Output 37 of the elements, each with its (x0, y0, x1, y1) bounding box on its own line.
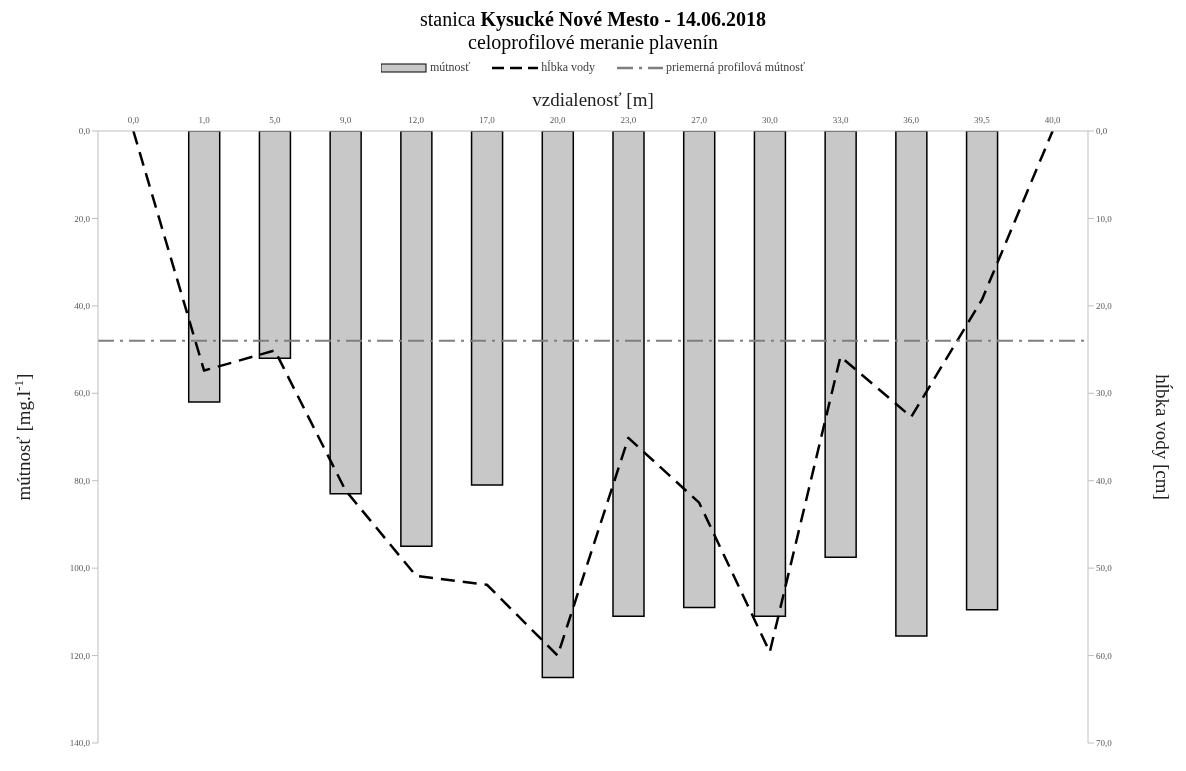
y-tick-label: 0,0 (78, 126, 91, 137)
y2-axis-title: hĺbka vody [cm] (1152, 374, 1174, 500)
chart-subtitle: celoprofilové meranie plavenín (467, 31, 719, 54)
y-tick-label: 120,0 (69, 650, 91, 661)
y2-tick-label: 60,0 (1096, 650, 1113, 661)
y-tick-label: 140,0 (69, 738, 91, 749)
x-tick-label: 1,0 (198, 115, 211, 125)
y-tick-label: 80,0 (74, 475, 91, 486)
y2-tick-label: 70,0 (1096, 738, 1113, 749)
x-tick-label: 9,0 (339, 115, 352, 125)
y-tick-label: 100,0 (69, 563, 91, 574)
chart-title: stanica Kysucké Nové Mesto - 14.06.2018 (419, 8, 767, 30)
x-tick-label: 40,0 (1044, 115, 1062, 125)
y2-tick-label: 30,0 (1096, 388, 1113, 399)
y-tick-label: 20,0 (74, 213, 91, 224)
x-tick-label: 20,0 (549, 115, 567, 125)
x-tick-label: 0,0 (127, 115, 140, 125)
x-tick-label: 5,0 (269, 115, 281, 125)
y2-tick-label: 0,0 (1096, 126, 1108, 137)
y-tick-label: 60,0 (74, 388, 91, 399)
y2-tick-label: 20,0 (1096, 301, 1113, 312)
x-tick-label: 23,0 (620, 115, 637, 125)
x-axis-title: vzdialenosť [m] (531, 89, 655, 111)
x-tick-label: 36,0 (903, 115, 920, 125)
x-tick-label: 12,0 (408, 115, 425, 125)
legend-label: hĺbka vody (541, 60, 596, 75)
x-tick-label: 30,0 (761, 115, 779, 125)
legend-label: priemerná profilová mútnosť (666, 60, 806, 75)
x-tick-label: 27,0 (691, 115, 708, 125)
x-tick-label: 33,0 (832, 115, 849, 125)
y2-tick-label: 10,0 (1096, 213, 1113, 224)
x-tick-label: 17,0 (479, 115, 496, 125)
y-tick-label: 40,0 (74, 301, 91, 312)
legend-label: mútnosť (429, 60, 471, 75)
y2-tick-label: 40,0 (1096, 475, 1113, 486)
y2-tick-label: 50,0 (1096, 563, 1113, 574)
x-tick-label: 39,5 (974, 115, 991, 125)
